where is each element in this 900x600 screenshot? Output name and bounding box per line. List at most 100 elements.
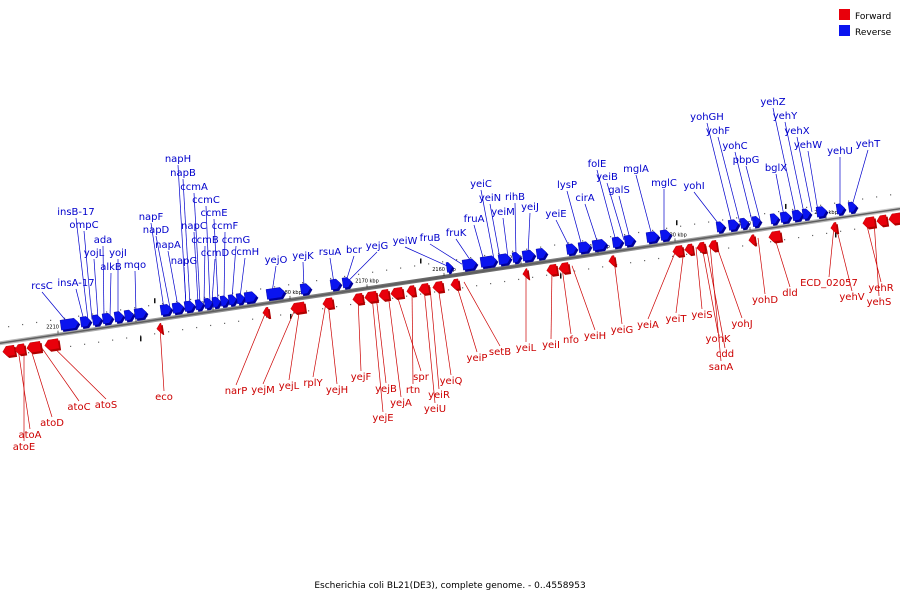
gene-label-rtn[interactable]: rtn: [406, 385, 420, 396]
reverse-gene-arrow[interactable]: [659, 229, 673, 243]
reverse-gene-arrow[interactable]: [535, 247, 549, 261]
reverse-gene-arrow[interactable]: [445, 261, 455, 275]
reverse-gene-arrow[interactable]: [123, 309, 136, 323]
reverse-gene-arrow[interactable]: [219, 295, 231, 309]
gene-label-yohk[interactable]: yohK: [706, 334, 731, 345]
gene-label-fruk[interactable]: fruK: [446, 228, 467, 239]
reverse-gene-arrow[interactable]: [521, 249, 537, 263]
reverse-gene-arrow[interactable]: [715, 221, 727, 234]
reverse-gene-arrow[interactable]: [497, 253, 513, 267]
gene-label-bglx[interactable]: bglX: [765, 163, 787, 174]
gene-label-yeje[interactable]: yejE: [372, 413, 393, 424]
gene-label-yehv[interactable]: yehV: [839, 292, 864, 303]
forward-gene-arrow[interactable]: [2, 344, 18, 359]
reverse-gene-arrow[interactable]: [183, 300, 197, 314]
gene-label-yehx[interactable]: yehX: [784, 126, 809, 137]
gene-label-ccma[interactable]: ccmA: [180, 182, 208, 193]
forward-gene-arrow[interactable]: [672, 245, 686, 259]
gene-label-yejg[interactable]: yejG: [366, 241, 389, 252]
gene-label-atoc[interactable]: atoC: [67, 402, 90, 413]
reverse-gene-arrow[interactable]: [91, 314, 104, 328]
reverse-gene-arrow[interactable]: [577, 241, 593, 255]
reverse-gene-arrow[interactable]: [299, 283, 313, 297]
gene-label-frub[interactable]: fruB: [420, 233, 441, 244]
gene-label-napc[interactable]: napC: [181, 221, 207, 232]
reverse-gene-arrow[interactable]: [623, 234, 637, 248]
gene-label-yehz[interactable]: yehZ: [760, 97, 785, 108]
reverse-gene-arrow[interactable]: [329, 278, 343, 292]
gene-label-mgla[interactable]: mglA: [623, 164, 649, 175]
gene-label-yeit[interactable]: yeiT: [666, 314, 688, 325]
gene-label-yohc[interactable]: yohC: [722, 141, 747, 152]
gene-label-yohi[interactable]: yohI: [683, 181, 704, 192]
gene-label-lysp[interactable]: lysP: [557, 180, 577, 191]
reverse-gene-arrow[interactable]: [203, 297, 215, 311]
forward-gene-arrow[interactable]: [748, 234, 758, 247]
gene-label-yehy[interactable]: yehY: [773, 111, 798, 122]
gene-label-pbpg[interactable]: pbpG: [733, 155, 760, 166]
reverse-gene-arrow[interactable]: [113, 311, 126, 324]
gene-label-atoe[interactable]: atoE: [13, 442, 36, 453]
reverse-gene-arrow[interactable]: [479, 255, 499, 270]
gene-label-yoji[interactable]: yojI: [109, 248, 127, 259]
forward-gene-arrow[interactable]: [26, 341, 44, 355]
gene-label-insa-17[interactable]: insA-17: [57, 278, 94, 289]
reverse-gene-arrow[interactable]: [265, 287, 287, 302]
gene-label-spr[interactable]: spr: [413, 372, 430, 383]
legend-item-reverse[interactable]: Reverse: [839, 25, 892, 38]
forward-gene-arrow[interactable]: [364, 290, 380, 305]
gene-label-napb[interactable]: napB: [170, 168, 196, 179]
gene-label-yehw[interactable]: yehW: [794, 140, 822, 151]
reverse-gene-arrow[interactable]: [565, 243, 579, 257]
gene-label-yeil[interactable]: yeiL: [516, 343, 537, 354]
gene-label-rcsc[interactable]: rcsC: [31, 281, 53, 292]
forward-gene-arrow[interactable]: [862, 216, 878, 230]
gene-label-ccme[interactable]: ccmE: [200, 208, 227, 219]
gene-label-alkb[interactable]: alkB: [100, 262, 122, 273]
forward-gene-arrow[interactable]: [558, 262, 572, 276]
forward-gene-arrow[interactable]: [830, 222, 840, 235]
gene-label-atod[interactable]: atoD: [40, 418, 64, 429]
gene-label-yeig[interactable]: yeiG: [611, 325, 634, 336]
gene-label-yeja[interactable]: yejA: [390, 398, 412, 409]
reverse-gene-arrow[interactable]: [59, 317, 81, 332]
reverse-gene-arrow[interactable]: [835, 203, 847, 216]
reverse-gene-arrow[interactable]: [341, 277, 354, 290]
gene-label-setb[interactable]: setB: [489, 347, 511, 358]
gene-label-fole[interactable]: folE: [588, 159, 607, 170]
reverse-gene-arrow[interactable]: [815, 206, 829, 220]
forward-gene-arrow[interactable]: [432, 280, 446, 295]
gene-label-yeii[interactable]: yeiI: [542, 340, 560, 351]
reverse-gene-arrow[interactable]: [801, 208, 813, 222]
reverse-gene-arrow[interactable]: [243, 291, 259, 305]
gene-label-insb-17[interactable]: insB-17: [57, 207, 95, 218]
gene-label-yohf[interactable]: yohF: [706, 126, 730, 137]
gene-label-yehs[interactable]: yehS: [867, 297, 892, 308]
gene-label-ccmf[interactable]: ccmF: [212, 221, 239, 232]
reverse-gene-arrow[interactable]: [211, 296, 223, 310]
gene-label-atoa[interactable]: atoA: [18, 430, 41, 441]
forward-gene-arrow[interactable]: [418, 283, 432, 297]
gene-label-yejb[interactable]: yejB: [375, 384, 397, 395]
gene-label-napa[interactable]: napA: [155, 240, 181, 251]
gene-label-yeis[interactable]: yeiS: [691, 310, 712, 321]
forward-gene-arrow[interactable]: [156, 322, 165, 336]
gene-label-yeih[interactable]: yeiH: [584, 331, 606, 342]
gene-label-yohgh[interactable]: yohGH: [690, 112, 724, 123]
reverse-gene-arrow[interactable]: [511, 251, 523, 265]
forward-gene-arrow[interactable]: [322, 297, 336, 311]
gene-label-yeht[interactable]: yehT: [856, 139, 881, 150]
gene-label-ada[interactable]: ada: [94, 235, 113, 246]
forward-gene-arrow[interactable]: [262, 306, 272, 320]
gene-label-yeiu[interactable]: yeiU: [424, 404, 446, 415]
reverse-gene-arrow[interactable]: [133, 307, 149, 321]
reverse-gene-arrow[interactable]: [171, 302, 186, 316]
reverse-gene-arrow[interactable]: [461, 258, 479, 272]
gene-label-yeiw[interactable]: yeiW: [393, 236, 418, 247]
gene-label-ccmb[interactable]: ccmB: [191, 235, 219, 246]
reverse-gene-arrow[interactable]: [591, 238, 609, 253]
reverse-gene-arrow[interactable]: [847, 201, 859, 215]
gene-label-mqo[interactable]: mqo: [124, 260, 146, 271]
gene-label-yeiq[interactable]: yeiQ: [440, 376, 463, 387]
gene-label-gals[interactable]: galS: [608, 185, 630, 196]
